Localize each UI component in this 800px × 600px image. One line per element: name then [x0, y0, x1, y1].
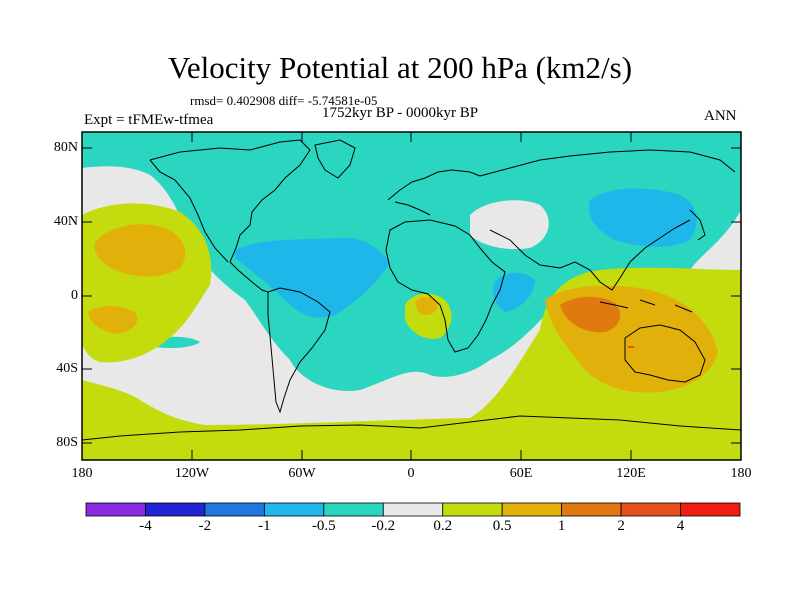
- coast-north-america: [149, 139, 311, 293]
- field-grey-asia: [470, 200, 549, 250]
- experiment-label: Expt = tFMEw-tfmea: [84, 112, 214, 128]
- coast-greenland: [314, 139, 356, 179]
- colorbar: [85, 502, 741, 517]
- colorbar-box-3: [263, 502, 325, 517]
- y-ticks: [82, 147, 741, 444]
- y-label-0: 0: [71, 288, 78, 303]
- x-ticks: [81, 132, 742, 460]
- coast-indonesia: [599, 299, 693, 313]
- colorbar-label: 0.2: [433, 518, 453, 534]
- colorbar-label: -1: [258, 518, 271, 534]
- coast-south-america: [267, 287, 331, 414]
- colorbar-box-1: [145, 502, 206, 517]
- y-label-80n: 80N: [53, 140, 78, 155]
- colorbar-label: -2: [198, 518, 212, 534]
- season-label: ANN: [704, 108, 737, 124]
- colorbar-box-4: [323, 502, 384, 517]
- colorbar-box-5: [382, 502, 444, 517]
- colorbar-box-7: [501, 502, 563, 517]
- coast-europe: [387, 169, 481, 216]
- x-label-120e: 120E: [616, 466, 646, 481]
- period-label: 1752kyr BP - 0000kyr BP: [322, 105, 479, 121]
- field-blue-africa: [493, 272, 535, 312]
- colorbar-label: 0.5: [492, 518, 512, 534]
- colorbar-box-9: [620, 502, 681, 517]
- x-label-60w: 60W: [288, 466, 316, 481]
- y-label-80s: 80S: [56, 435, 78, 450]
- colorbar-box-2: [204, 502, 265, 517]
- x-label-120w: 120W: [174, 466, 210, 481]
- x-label-0: 0: [407, 466, 415, 481]
- colorbar-label: -0.2: [371, 518, 396, 534]
- colorbar-label: -0.5: [311, 518, 336, 534]
- y-label-40n: 40N: [53, 214, 78, 229]
- colorbar-box-10: [680, 502, 741, 517]
- colorbar-label: 4: [676, 518, 685, 534]
- coastlines: [82, 139, 741, 441]
- field-deeporange-indonesia: [560, 296, 621, 333]
- field-orange-spacific: [88, 306, 138, 334]
- field-red-spot: [628, 346, 634, 348]
- x-label-60e: 60E: [509, 466, 533, 481]
- colorbar-box-8: [561, 502, 622, 517]
- field-orange-atlantic: [415, 296, 438, 316]
- coast-australia: [624, 324, 706, 383]
- coast-japan: [689, 209, 706, 241]
- colorbar-label: -4: [139, 518, 152, 534]
- map-title: Velocity Potential at 200 hPa (km2/s): [167, 50, 633, 85]
- field-teal-north: [82, 132, 741, 391]
- colorbar-box-6: [442, 502, 503, 517]
- coast-africa: [385, 219, 506, 353]
- y-label-40s: 40S: [56, 361, 78, 376]
- field-blue-atlantic: [235, 237, 390, 318]
- field-layer: [82, 132, 741, 460]
- x-label-180w: 180: [71, 466, 93, 481]
- coast-asia: [479, 149, 736, 291]
- colorbar-label: 1: [557, 518, 566, 534]
- colorbar-box-0: [85, 502, 146, 517]
- field-orange-npacific: [94, 224, 185, 277]
- coast-antarctica: [82, 415, 741, 441]
- stats-line: rmsd= 0.402908 diff= -5.74581e-05: [190, 93, 378, 108]
- colorbar-label: 2: [617, 518, 625, 534]
- x-label-180e: 180: [730, 466, 752, 481]
